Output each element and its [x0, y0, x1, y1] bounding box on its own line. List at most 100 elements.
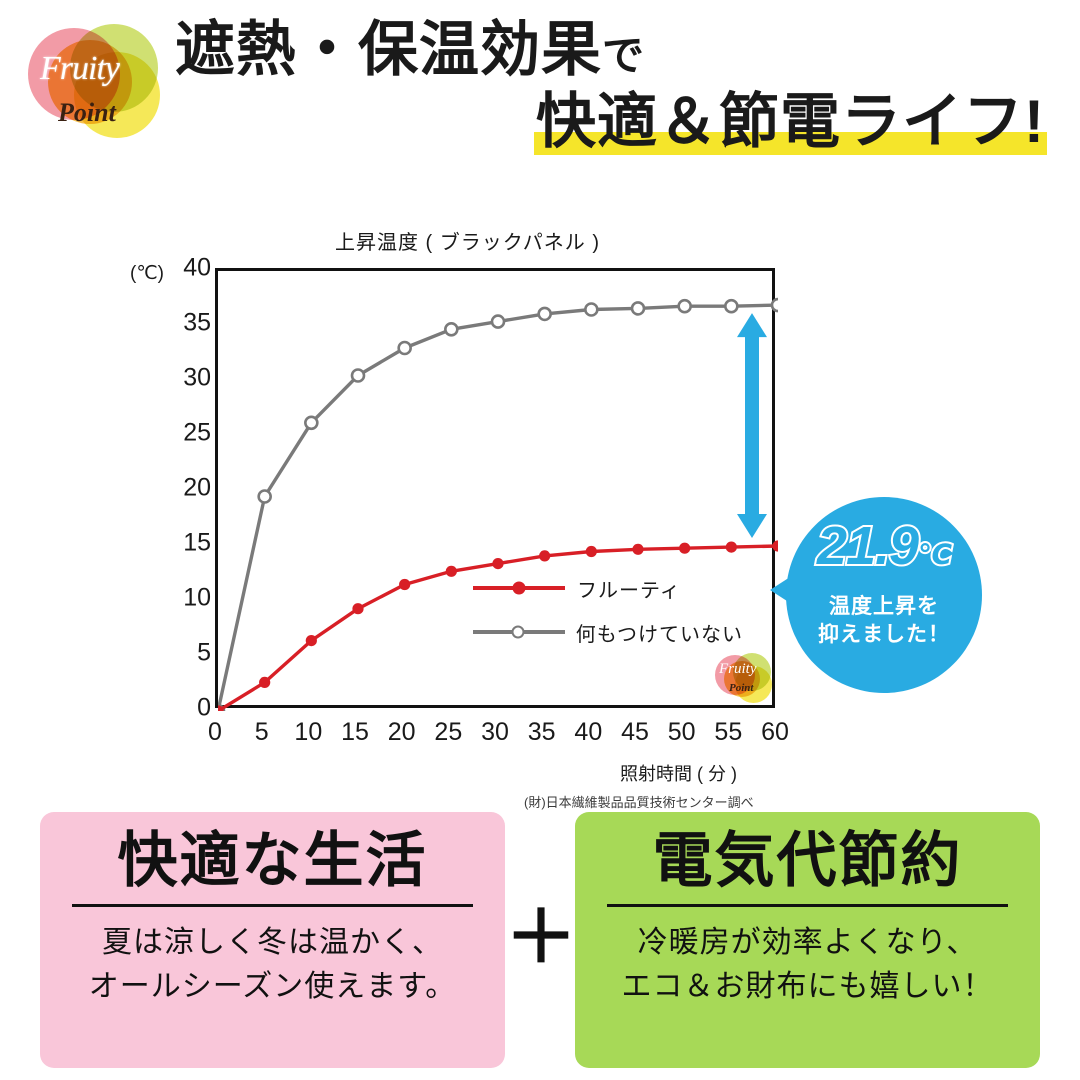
data-point-0-35: [539, 550, 551, 562]
data-point-1-35: [537, 306, 552, 322]
data-point-0-0: [218, 705, 224, 711]
headline: 遮熱・保温効果で 快適＆節電ライフ!: [175, 18, 1065, 155]
y-tick-15: 15: [183, 528, 211, 557]
panel-saving-body-line-2: エコ＆お財布にも嬉しい！: [621, 969, 994, 1003]
data-point-0-20: [399, 578, 411, 591]
headline-line-1-suffix: で: [602, 32, 646, 79]
double-headed-arrow-icon: [737, 313, 767, 538]
chart-legend: フルーティ 何もつけていない: [473, 566, 743, 654]
data-point-0-60: [772, 540, 778, 552]
legend-label-fruity: フルーティ: [577, 579, 681, 602]
y-tick-0: 0: [197, 693, 211, 722]
data-point-0-10: [305, 635, 317, 647]
y-tick-35: 35: [183, 308, 211, 337]
panel-comfort-body: 夏は涼しく冬は温かく、 オールシーズン使えます。: [64, 921, 481, 1008]
logo-blob-orange-icon: [48, 40, 132, 124]
panel-saving-divider: [607, 904, 1008, 907]
plot-area: フルーティ 何もつけていない Fruity Point: [215, 268, 778, 711]
data-point-1-50: [677, 298, 692, 314]
data-point-1-45: [630, 301, 646, 316]
data-point-1-15: [350, 368, 366, 383]
panel-comfort-body-line-2: オールシーズン使えます。: [88, 969, 457, 1003]
x-tick-25: 25: [434, 718, 463, 746]
data-point-0-50: [679, 542, 691, 554]
data-point-1-25: [444, 321, 459, 337]
chart-source-note: (財)日本繊維製品品質技術センター調べ: [524, 795, 754, 810]
legend-item-none: 何もつけていない: [473, 610, 743, 654]
x-tick-15: 15: [341, 718, 369, 746]
data-point-0-40: [585, 545, 597, 558]
logo-point-text: Point: [58, 98, 116, 127]
headline-line-2: 快適＆節電ライフ!: [175, 87, 1065, 155]
plus-separator: ＋: [505, 898, 578, 978]
data-point-1-20: [397, 340, 412, 356]
x-tick-55: 55: [714, 718, 743, 746]
x-tick-35: 35: [527, 718, 556, 746]
difference-arrow-annotation: [737, 313, 767, 538]
legend-swatch-fruity-icon: [473, 578, 565, 598]
data-point-1-10: [304, 415, 319, 431]
callout-value: 21.9℃: [786, 516, 982, 576]
data-point-0-15: [352, 603, 364, 615]
panel-saving-body: 冷暖房が効率よくなり、 エコ＆お財布にも嬉しい！: [599, 921, 1016, 1008]
x-axis-ticks: 0 5 10 15 20 25 30 35 40 45 50 55 60: [208, 718, 789, 754]
x-tick-40: 40: [574, 718, 603, 746]
callout-value-number: 21.9: [815, 516, 921, 576]
chart-block: 上昇温度 ( ブラックパネル ) (℃) 0 5 10 15 20 25 30 35 40 0 5…: [0, 200, 1080, 810]
y-axis-unit-label: (℃): [130, 263, 164, 284]
data-point-0-45: [632, 543, 644, 555]
data-point-0-30: [492, 558, 504, 570]
callout-value-unit: ℃: [916, 539, 954, 571]
chart-title: 上昇温度 ( ブラックパネル ): [335, 232, 600, 254]
data-point-0-5: [259, 676, 271, 688]
fruity-point-logo: Fruity Point: [22, 22, 172, 142]
benefit-panels: 快適な生活 夏は涼しく冬は温かく、 オールシーズン使えます。 ＋ 電気代節約 冷…: [0, 812, 1080, 1080]
panel-saving-title: 電気代節約: [652, 827, 963, 894]
y-tick-5: 5: [197, 638, 211, 667]
panel-saving-body-line-1: 冷暖房が効率よくなり、: [637, 926, 978, 959]
fruity-point-watermark-logo: Fruity Point: [713, 652, 775, 714]
watermark-script-text: Fruity: [719, 661, 757, 677]
x-tick-10: 10: [294, 718, 323, 746]
y-axis-ticks: 0 5 10 15 20 25 30 35 40: [145, 254, 211, 722]
headline-line-2-highlight: 快適＆節電ライフ!: [534, 87, 1047, 155]
callout-subtext: 温度上昇を 抑えました！: [786, 593, 982, 649]
x-tick-20: 20: [387, 718, 416, 746]
legend-item-fruity: フルーティ: [473, 566, 743, 610]
x-tick-0: 0: [208, 718, 222, 746]
legend-swatch-none-icon: [473, 622, 565, 642]
y-tick-40: 40: [183, 253, 211, 282]
data-point-1-40: [584, 302, 599, 317]
data-point-1-55: [724, 298, 739, 314]
logo-script-text: Fruity: [40, 50, 120, 87]
panel-saving: 電気代節約 冷暖房が効率よくなり、 エコ＆お財布にも嬉しい！: [575, 812, 1040, 1068]
panel-comfort-title: 快適な生活: [117, 827, 428, 894]
y-tick-25: 25: [183, 418, 211, 447]
y-tick-30: 30: [183, 363, 211, 392]
data-point-1-5: [257, 489, 272, 504]
series-group: [218, 297, 778, 711]
x-axis-label: 照射時間 ( 分 ): [620, 764, 737, 784]
watermark-point-text: Point: [729, 682, 754, 694]
watermark-blob-orange-icon: [724, 661, 760, 697]
callout-bubble: 21.9℃ 温度上昇を 抑えました！: [786, 497, 982, 693]
x-tick-45: 45: [621, 718, 649, 746]
data-point-0-25: [445, 565, 457, 577]
panel-comfort-divider: [72, 904, 473, 907]
panel-comfort-body-line-1: 夏は涼しく冬は温かく、: [102, 926, 443, 959]
panel-comfort: 快適な生活 夏は涼しく冬は温かく、 オールシーズン使えます。: [40, 812, 505, 1068]
x-tick-30: 30: [481, 718, 509, 746]
data-point-0-55: [725, 541, 737, 553]
legend-label-none: 何もつけていない: [575, 623, 743, 646]
x-tick-60: 60: [761, 718, 789, 746]
callout-subtext-line-2: 抑えました！: [818, 623, 950, 647]
headline-line-1-main: 遮熱・保温効果: [175, 16, 602, 83]
headline-line-1: 遮熱・保温効果で: [175, 18, 1065, 82]
x-tick-5: 5: [254, 718, 269, 746]
data-point-1-30: [490, 314, 506, 329]
plot-svg: [218, 297, 778, 711]
callout-subtext-line-1: 温度上昇を: [829, 595, 939, 618]
data-point-1-60: [770, 297, 778, 313]
y-tick-20: 20: [183, 473, 211, 502]
y-tick-10: 10: [183, 583, 211, 612]
